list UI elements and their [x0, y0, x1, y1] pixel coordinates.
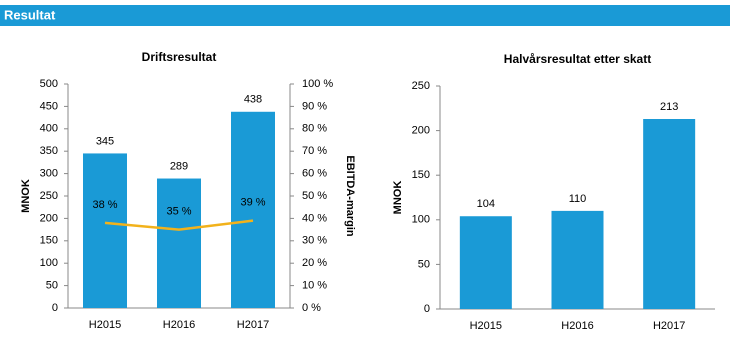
y-tick-label: 300 — [40, 168, 58, 180]
bar-label: 289 — [170, 160, 188, 172]
line-label: 38 % — [92, 199, 117, 211]
y-tick-label: 150 — [412, 169, 430, 181]
y-tick-label: 200 — [412, 125, 430, 137]
y-tick-label: 50 — [418, 258, 430, 270]
header-bar — [0, 5, 730, 26]
y2-tick-label: 100 % — [302, 78, 333, 90]
y2-tick-label: 70 % — [302, 145, 327, 157]
chart-title: Halvårsresultat etter skatt — [504, 52, 651, 66]
y2-tick-label: 80 % — [302, 123, 327, 135]
bar-label: 110 — [569, 193, 587, 205]
y-tick-label: 100 — [40, 257, 58, 269]
x-tick-label: H2017 — [653, 320, 685, 332]
x-tick-label: H2015 — [470, 320, 502, 332]
y-tick-label: 250 — [40, 190, 58, 202]
x-tick-label: H2017 — [237, 319, 269, 331]
y-tick-label: 500 — [40, 78, 58, 90]
x-tick-label: H2015 — [89, 319, 121, 331]
bar — [643, 119, 696, 309]
bar-label: 438 — [244, 94, 262, 106]
y-tick-label: 250 — [412, 80, 430, 92]
bar-label: 104 — [477, 198, 495, 210]
y-tick-label: 200 — [40, 212, 58, 224]
y-tick-label: 0 — [52, 302, 58, 314]
line-label: 39 % — [240, 197, 265, 209]
y2-tick-label: 90 % — [302, 100, 327, 112]
x-tick-label: H2016 — [163, 319, 195, 331]
y-tick-label: 50 — [46, 280, 58, 292]
y2-tick-label: 60 % — [302, 168, 327, 180]
bar — [551, 210, 604, 309]
y-axis-label: MNOK — [20, 179, 32, 213]
y2-tick-label: 30 % — [302, 235, 327, 247]
bar-label: 213 — [660, 101, 678, 113]
bar — [157, 178, 201, 308]
bar — [459, 216, 512, 309]
line — [104, 219, 254, 231]
header-title: Resultat — [4, 7, 56, 22]
bar — [231, 111, 275, 308]
y-tick-label: 400 — [40, 123, 58, 135]
y2-axis-label: EBITDA-margin — [344, 155, 356, 237]
y-tick-label: 0 — [424, 303, 430, 315]
y-tick-label: 450 — [40, 100, 58, 112]
bar-label: 345 — [96, 135, 114, 147]
y2-tick-label: 40 % — [302, 212, 327, 224]
y-tick-label: 350 — [40, 145, 58, 157]
y-axis-label: MNOK — [392, 181, 404, 215]
chart-title: Driftsresultat — [142, 50, 217, 64]
y2-tick-label: 10 % — [302, 280, 327, 292]
bar — [83, 153, 127, 308]
y2-tick-label: 20 % — [302, 257, 327, 269]
line-label: 35 % — [166, 206, 191, 218]
y-tick-label: 100 — [412, 214, 430, 226]
y2-tick-label: 50 % — [302, 190, 327, 202]
x-tick-label: H2016 — [561, 320, 593, 332]
y2-tick-label: 0 % — [302, 302, 321, 314]
y-tick-label: 150 — [40, 235, 58, 247]
